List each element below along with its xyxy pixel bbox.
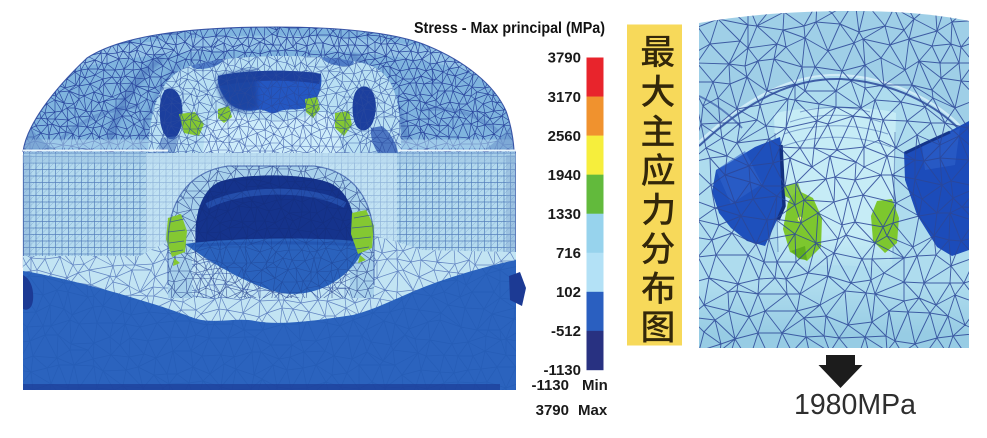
- svg-text:102: 102: [556, 284, 581, 301]
- svg-text:Min: Min: [582, 377, 608, 394]
- svg-text:3790: 3790: [536, 402, 569, 419]
- svg-text:3790: 3790: [548, 50, 581, 67]
- svg-text:2560: 2560: [548, 128, 581, 145]
- svg-text:-1130: -1130: [543, 362, 581, 379]
- svg-text:Stress - Max principal (MPa): Stress - Max principal (MPa): [414, 20, 605, 37]
- svg-text:716: 716: [556, 245, 581, 262]
- svg-text:-1130: -1130: [531, 377, 569, 394]
- svg-text:1330: 1330: [548, 206, 581, 223]
- svg-text:-512: -512: [551, 323, 581, 340]
- svg-text:1980MPa: 1980MPa: [794, 389, 916, 421]
- svg-text:1940: 1940: [548, 167, 581, 184]
- svg-text:Max: Max: [578, 402, 608, 419]
- svg-text:3170: 3170: [548, 89, 581, 106]
